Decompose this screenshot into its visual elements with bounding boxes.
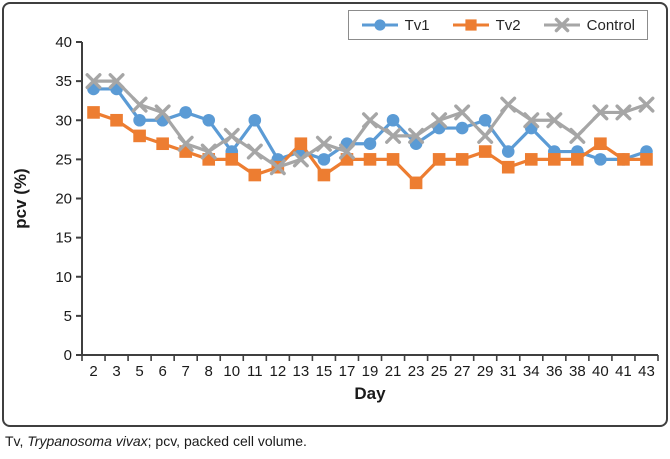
x-axis: 2 3 5 6 7 8 10 11 12 13 15 17 19 21 23 25 27 29 31 34 36 38 40… xyxy=(81,354,659,403)
x-tick-label: 3 xyxy=(112,363,120,380)
y-tick-label: 35 xyxy=(55,73,72,90)
x-tick-label: 19 xyxy=(362,363,379,380)
x-tick-label: 13 xyxy=(293,363,310,380)
y-tick-label: 10 xyxy=(55,269,72,286)
x-marker-icon xyxy=(543,17,580,33)
x-tick-label: 25 xyxy=(431,363,448,380)
y-axis-title: pcv (%) xyxy=(11,168,30,228)
legend-item-Tv1: Tv1 xyxy=(361,17,430,34)
x-tick-label: 17 xyxy=(339,363,356,380)
circle-marker-icon xyxy=(361,19,398,31)
x-tick-label: 11 xyxy=(247,363,263,380)
square-marker-icon xyxy=(452,19,489,31)
x-tick-label: 27 xyxy=(454,363,471,380)
y-tick-label: 40 xyxy=(55,34,72,51)
x-tick-label: 2 xyxy=(89,363,97,380)
y-tick-label: 20 xyxy=(55,191,72,208)
y-tick-label: 0 xyxy=(64,347,72,364)
x-tick-label: 5 xyxy=(135,363,143,380)
x-tick-label: 34 xyxy=(523,363,540,380)
legend-label: Tv2 xyxy=(495,16,521,34)
series-Control xyxy=(85,73,655,176)
y-tick-label: 5 xyxy=(64,308,72,325)
x-tick-label: 41 xyxy=(615,363,632,380)
x-tick-label: 8 xyxy=(205,363,213,380)
x-tick-label: 40 xyxy=(592,363,609,380)
x-tick-label: 21 xyxy=(385,363,402,380)
footnote: Tv, Trypanosoma vivax; pcv, packed cell … xyxy=(5,433,665,449)
footnote-species: Trypanosoma vivax xyxy=(27,433,148,449)
x-tick-label: 23 xyxy=(408,363,425,380)
legend-item-Control: Control xyxy=(543,17,635,34)
footnote-suffix: ; pcv, packed cell volume. xyxy=(147,433,307,449)
chart-panel: 0 5 10 15 20 25 30 35 40 pcv (%) 2 3 5 6 7 8 10 11 12 13 15 1… xyxy=(2,2,668,427)
legend-label: Control xyxy=(586,16,635,34)
x-tick-label: 36 xyxy=(546,363,563,380)
y-tick-label: 25 xyxy=(55,151,72,168)
legend: Tv1 Tv2 Control xyxy=(347,10,648,40)
legend-label: Tv1 xyxy=(404,16,430,34)
x-tick-label: 15 xyxy=(316,363,333,380)
x-tick-label: 43 xyxy=(638,363,655,380)
y-axis: 0 5 10 15 20 25 30 35 40 pcv (%) xyxy=(11,34,83,364)
x-tick-label: 12 xyxy=(269,363,286,380)
legend-item-Tv2: Tv2 xyxy=(452,17,521,34)
x-tick-label: 7 xyxy=(182,363,190,380)
x-tick-label: 29 xyxy=(477,363,494,380)
x-axis-title: Day xyxy=(354,384,386,403)
y-tick-label: 30 xyxy=(55,112,72,129)
footnote-prefix: Tv, xyxy=(5,433,28,449)
series-Tv2 xyxy=(87,106,653,190)
x-tick-label: 10 xyxy=(223,363,240,380)
x-tick-label: 38 xyxy=(569,363,586,380)
x-tick-label: 6 xyxy=(158,363,166,380)
x-tick-label: 31 xyxy=(500,363,517,380)
y-tick-label: 15 xyxy=(55,230,72,247)
